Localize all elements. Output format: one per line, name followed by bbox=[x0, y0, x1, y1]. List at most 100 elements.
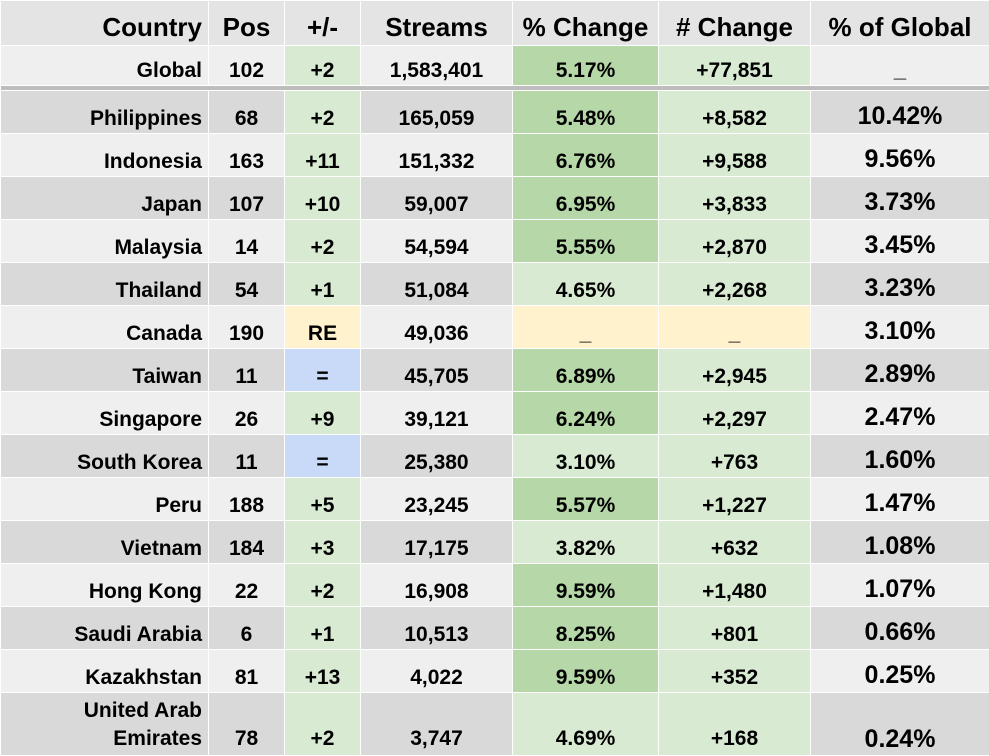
cell-pos[interactable]: 68 bbox=[209, 91, 285, 134]
cell-num-change[interactable]: +8,582 bbox=[659, 91, 811, 134]
cell-pct-change[interactable]: 3.82% bbox=[513, 521, 659, 564]
cell-share[interactable]: 3.73% bbox=[811, 177, 989, 220]
cell-pct-change[interactable]: 3.10% bbox=[513, 435, 659, 478]
cell-streams[interactable]: 151,332 bbox=[361, 134, 513, 177]
global-pct-change[interactable]: 5.17% bbox=[513, 46, 659, 86]
cell-move[interactable]: +1 bbox=[285, 263, 361, 306]
cell-country[interactable]: Philippines bbox=[1, 91, 209, 134]
cell-share[interactable]: 0.25% bbox=[811, 650, 989, 693]
cell-country[interactable]: Canada bbox=[1, 306, 209, 349]
global-pos[interactable]: 102 bbox=[209, 46, 285, 86]
cell-move[interactable]: +3 bbox=[285, 521, 361, 564]
cell-country[interactable]: Kazakhstan bbox=[1, 650, 209, 693]
cell-share[interactable]: 3.45% bbox=[811, 220, 989, 263]
cell-streams[interactable]: 165,059 bbox=[361, 91, 513, 134]
cell-streams[interactable]: 16,908 bbox=[361, 564, 513, 607]
cell-pos[interactable]: 78 bbox=[209, 693, 285, 756]
cell-pct-change[interactable]: 4.65% bbox=[513, 263, 659, 306]
cell-pct-change[interactable]: 6.76% bbox=[513, 134, 659, 177]
cell-country[interactable]: Saudi Arabia bbox=[1, 607, 209, 650]
cell-move[interactable]: +13 bbox=[285, 650, 361, 693]
cell-num-change[interactable]: +632 bbox=[659, 521, 811, 564]
cell-pct-change[interactable]: 9.59% bbox=[513, 564, 659, 607]
cell-move[interactable]: RE bbox=[285, 306, 361, 349]
cell-streams[interactable]: 51,084 bbox=[361, 263, 513, 306]
cell-num-change[interactable]: +168 bbox=[659, 693, 811, 756]
header-country[interactable]: Country bbox=[1, 1, 209, 46]
cell-pct-change[interactable]: 5.48% bbox=[513, 91, 659, 134]
cell-pos[interactable]: 26 bbox=[209, 392, 285, 435]
cell-share[interactable]: 0.24% bbox=[811, 693, 989, 756]
cell-share[interactable]: 2.89% bbox=[811, 349, 989, 392]
cell-pos[interactable]: 54 bbox=[209, 263, 285, 306]
cell-move[interactable]: = bbox=[285, 435, 361, 478]
cell-num-change[interactable]: +352 bbox=[659, 650, 811, 693]
cell-num-change[interactable]: +2,268 bbox=[659, 263, 811, 306]
cell-streams[interactable]: 17,175 bbox=[361, 521, 513, 564]
cell-share[interactable]: 1.08% bbox=[811, 521, 989, 564]
cell-pct-change[interactable]: 5.55% bbox=[513, 220, 659, 263]
header-move[interactable]: +/- bbox=[285, 1, 361, 46]
cell-share[interactable]: 0.66% bbox=[811, 607, 989, 650]
cell-pos[interactable]: 184 bbox=[209, 521, 285, 564]
cell-streams[interactable]: 10,513 bbox=[361, 607, 513, 650]
cell-pct-change[interactable]: 6.95% bbox=[513, 177, 659, 220]
cell-pos[interactable]: 14 bbox=[209, 220, 285, 263]
global-streams[interactable]: 1,583,401 bbox=[361, 46, 513, 86]
cell-move[interactable]: +10 bbox=[285, 177, 361, 220]
cell-num-change[interactable]: +9,588 bbox=[659, 134, 811, 177]
cell-num-change[interactable]: +801 bbox=[659, 607, 811, 650]
cell-streams[interactable]: 59,007 bbox=[361, 177, 513, 220]
cell-country[interactable]: Thailand bbox=[1, 263, 209, 306]
cell-country[interactable]: Japan bbox=[1, 177, 209, 220]
cell-move[interactable]: = bbox=[285, 349, 361, 392]
global-move[interactable]: +2 bbox=[285, 46, 361, 86]
cell-num-change[interactable]: +1,227 bbox=[659, 478, 811, 521]
cell-streams[interactable]: 3,747 bbox=[361, 693, 513, 756]
cell-pct-change[interactable]: 5.57% bbox=[513, 478, 659, 521]
cell-num-change[interactable]: +2,945 bbox=[659, 349, 811, 392]
cell-pos[interactable]: 6 bbox=[209, 607, 285, 650]
cell-pos[interactable]: 188 bbox=[209, 478, 285, 521]
cell-country[interactable]: Hong Kong bbox=[1, 564, 209, 607]
cell-pos[interactable]: 107 bbox=[209, 177, 285, 220]
cell-share[interactable]: 2.47% bbox=[811, 392, 989, 435]
cell-country[interactable]: Peru bbox=[1, 478, 209, 521]
global-num-change[interactable]: +77,851 bbox=[659, 46, 811, 86]
cell-country[interactable]: Taiwan bbox=[1, 349, 209, 392]
cell-num-change[interactable]: +763 bbox=[659, 435, 811, 478]
global-share[interactable]: _ bbox=[811, 46, 989, 86]
cell-num-change[interactable]: +2,870 bbox=[659, 220, 811, 263]
cell-share[interactable]: 3.23% bbox=[811, 263, 989, 306]
cell-pct-change[interactable]: 6.24% bbox=[513, 392, 659, 435]
cell-streams[interactable]: 4,022 bbox=[361, 650, 513, 693]
cell-move[interactable]: +11 bbox=[285, 134, 361, 177]
cell-share[interactable]: 3.10% bbox=[811, 306, 989, 349]
cell-streams[interactable]: 25,380 bbox=[361, 435, 513, 478]
cell-country[interactable]: Singapore bbox=[1, 392, 209, 435]
cell-pos[interactable]: 190 bbox=[209, 306, 285, 349]
cell-move[interactable]: +2 bbox=[285, 91, 361, 134]
cell-country[interactable]: United Arab Emirates bbox=[1, 693, 209, 756]
cell-pct-change[interactable]: 6.89% bbox=[513, 349, 659, 392]
cell-share[interactable]: 9.56% bbox=[811, 134, 989, 177]
header-num-change[interactable]: # Change bbox=[659, 1, 811, 46]
cell-streams[interactable]: 23,245 bbox=[361, 478, 513, 521]
cell-pct-change[interactable]: 4.69% bbox=[513, 693, 659, 756]
cell-pos[interactable]: 11 bbox=[209, 349, 285, 392]
cell-pct-change[interactable]: _ bbox=[513, 306, 659, 349]
cell-country[interactable]: Malaysia bbox=[1, 220, 209, 263]
global-country[interactable]: Global bbox=[1, 46, 209, 86]
cell-move[interactable]: +1 bbox=[285, 607, 361, 650]
cell-country[interactable]: South Korea bbox=[1, 435, 209, 478]
header-pct-change[interactable]: % Change bbox=[513, 1, 659, 46]
cell-share[interactable]: 1.07% bbox=[811, 564, 989, 607]
cell-country[interactable]: Vietnam bbox=[1, 521, 209, 564]
cell-share[interactable]: 1.47% bbox=[811, 478, 989, 521]
cell-country[interactable]: Indonesia bbox=[1, 134, 209, 177]
cell-num-change[interactable]: _ bbox=[659, 306, 811, 349]
cell-move[interactable]: +2 bbox=[285, 564, 361, 607]
cell-move[interactable]: +9 bbox=[285, 392, 361, 435]
header-streams[interactable]: Streams bbox=[361, 1, 513, 46]
cell-share[interactable]: 1.60% bbox=[811, 435, 989, 478]
